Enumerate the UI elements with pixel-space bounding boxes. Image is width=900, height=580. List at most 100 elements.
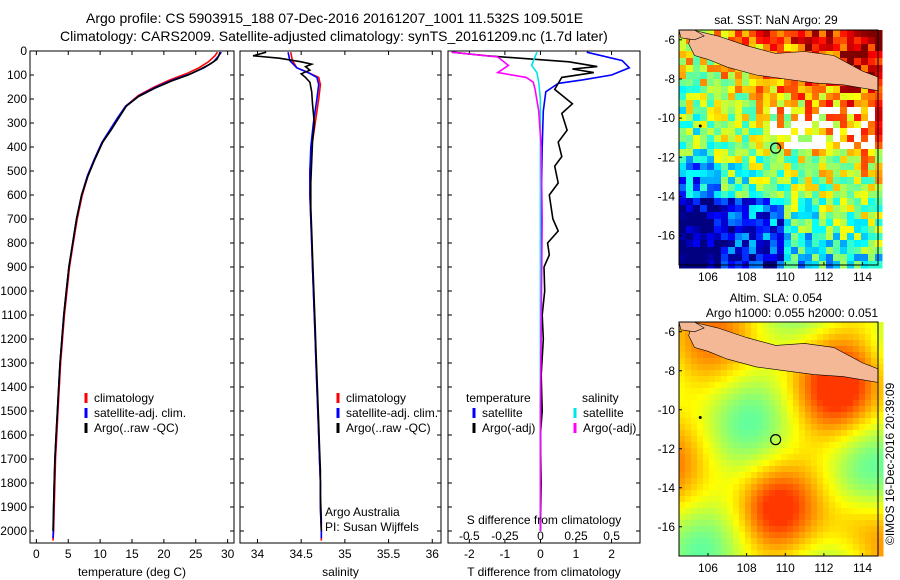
map-sst-cell bbox=[847, 37, 855, 45]
map-sst-cell bbox=[868, 205, 876, 213]
map-sla-cell bbox=[751, 334, 758, 341]
map-sst-cell bbox=[693, 163, 701, 171]
map-sst-cell bbox=[728, 170, 736, 178]
map-sst-cell bbox=[686, 184, 694, 192]
map-sst-cell bbox=[826, 121, 834, 129]
map-sst-cell bbox=[735, 247, 743, 255]
map-sla-christmas-island bbox=[698, 416, 702, 420]
map-sla-cell bbox=[703, 532, 710, 539]
map-sla-cell bbox=[679, 466, 686, 473]
map-sla-cell bbox=[805, 448, 812, 455]
map-sla-cell bbox=[691, 544, 698, 551]
map-sla-cell bbox=[763, 502, 770, 509]
map-sla-cell bbox=[679, 520, 686, 527]
map-sst-cell bbox=[686, 135, 694, 143]
map-sst-cell bbox=[826, 170, 834, 178]
map-sla-cell bbox=[871, 400, 878, 407]
map-sla-cell bbox=[763, 472, 770, 479]
map-sla-cell bbox=[745, 460, 752, 467]
map-sst-cell bbox=[714, 156, 722, 164]
map-sst-cell bbox=[707, 163, 715, 171]
map-sla-cell bbox=[823, 544, 830, 551]
map-sla-cell bbox=[775, 430, 782, 437]
map-sla-cell bbox=[805, 418, 812, 425]
map-sla-cell bbox=[739, 526, 746, 533]
map-sla-cell bbox=[721, 472, 728, 479]
map-sst-cell bbox=[791, 156, 799, 164]
map-sst-cell bbox=[749, 79, 757, 87]
map-sla-cell bbox=[757, 472, 764, 479]
map-sst-cell bbox=[784, 149, 792, 157]
map-sst-cell bbox=[861, 30, 869, 38]
map-sla-cell bbox=[859, 418, 866, 425]
map-sst-cell bbox=[728, 72, 736, 80]
map-sla-cell bbox=[769, 382, 776, 389]
map-sla-cell bbox=[727, 496, 734, 503]
map-sla-cell bbox=[793, 442, 800, 449]
map-sla-cell bbox=[775, 388, 782, 395]
map-sst-cell bbox=[847, 233, 855, 241]
map-sst-cell bbox=[686, 100, 694, 108]
map-sla-cell bbox=[685, 442, 692, 449]
map-sst-cell bbox=[707, 72, 715, 80]
map-sla-cell bbox=[727, 388, 734, 395]
map-sst-cell bbox=[714, 72, 722, 80]
map-sla-cell bbox=[715, 364, 722, 371]
map-sla-cell bbox=[811, 430, 818, 437]
map-sla-cell bbox=[847, 538, 854, 545]
map-sla-cell bbox=[709, 538, 716, 545]
map-sst-cell bbox=[812, 121, 820, 129]
map-sla-cell bbox=[745, 388, 752, 395]
map-sla-cell bbox=[853, 496, 860, 503]
map-sst-cell bbox=[791, 191, 799, 199]
depth-tick-label: 1700 bbox=[0, 452, 27, 466]
map-sla-cell bbox=[679, 550, 686, 557]
map-sla-cell bbox=[829, 532, 836, 539]
map-sst-cell bbox=[749, 191, 757, 199]
map-sla-cell bbox=[841, 442, 848, 449]
map-sla-cell bbox=[715, 406, 722, 413]
map-sla-cell bbox=[727, 364, 734, 371]
map-sst-cell bbox=[749, 233, 757, 241]
map-sla-cell bbox=[847, 508, 854, 515]
map-sla-cell bbox=[811, 514, 818, 521]
map-sla-cell bbox=[679, 406, 686, 413]
map-sla-cell bbox=[685, 508, 692, 515]
map-sst-cell bbox=[875, 149, 883, 157]
map-sla-cell bbox=[715, 448, 722, 455]
map-sla-cell bbox=[853, 424, 860, 431]
map-sla-cell bbox=[697, 352, 704, 359]
map-sst-cell bbox=[693, 128, 701, 136]
map-sla-cell bbox=[691, 496, 698, 503]
map-sla-cell bbox=[763, 418, 770, 425]
map-sla-cell bbox=[865, 460, 872, 467]
map-sst-cell bbox=[693, 170, 701, 178]
map-sla-cell bbox=[721, 364, 728, 371]
map-sst-cell bbox=[875, 191, 883, 199]
map-sst-cell bbox=[763, 170, 771, 178]
map-sla-cell bbox=[721, 544, 728, 551]
map-sla-cell bbox=[871, 466, 878, 473]
map-sst-cell bbox=[700, 184, 708, 192]
map-sst-cell bbox=[749, 100, 757, 108]
map-sla-cell bbox=[703, 370, 710, 377]
map-sla-cell bbox=[697, 400, 704, 407]
map-sla-cell bbox=[769, 550, 776, 557]
map-sst-cell bbox=[721, 191, 729, 199]
map-sla-cell bbox=[745, 508, 752, 515]
map-sla-cell bbox=[691, 430, 698, 437]
map-sla-cell bbox=[751, 550, 758, 557]
map-sst-cell bbox=[840, 142, 848, 150]
map-sst-cell bbox=[805, 30, 813, 38]
map-sst-cell bbox=[679, 212, 687, 220]
map-sst-cell bbox=[742, 37, 750, 45]
map-sla-cell bbox=[829, 442, 836, 449]
map-sla-cell bbox=[757, 424, 764, 431]
map-sla-cell bbox=[793, 538, 800, 545]
map-sla-cell bbox=[733, 418, 740, 425]
map-sla-cell bbox=[835, 388, 842, 395]
map-sla-cell bbox=[757, 334, 764, 341]
map-sla-cell bbox=[847, 448, 854, 455]
map-sla-cell bbox=[745, 334, 752, 341]
map-sst-cell bbox=[826, 212, 834, 220]
